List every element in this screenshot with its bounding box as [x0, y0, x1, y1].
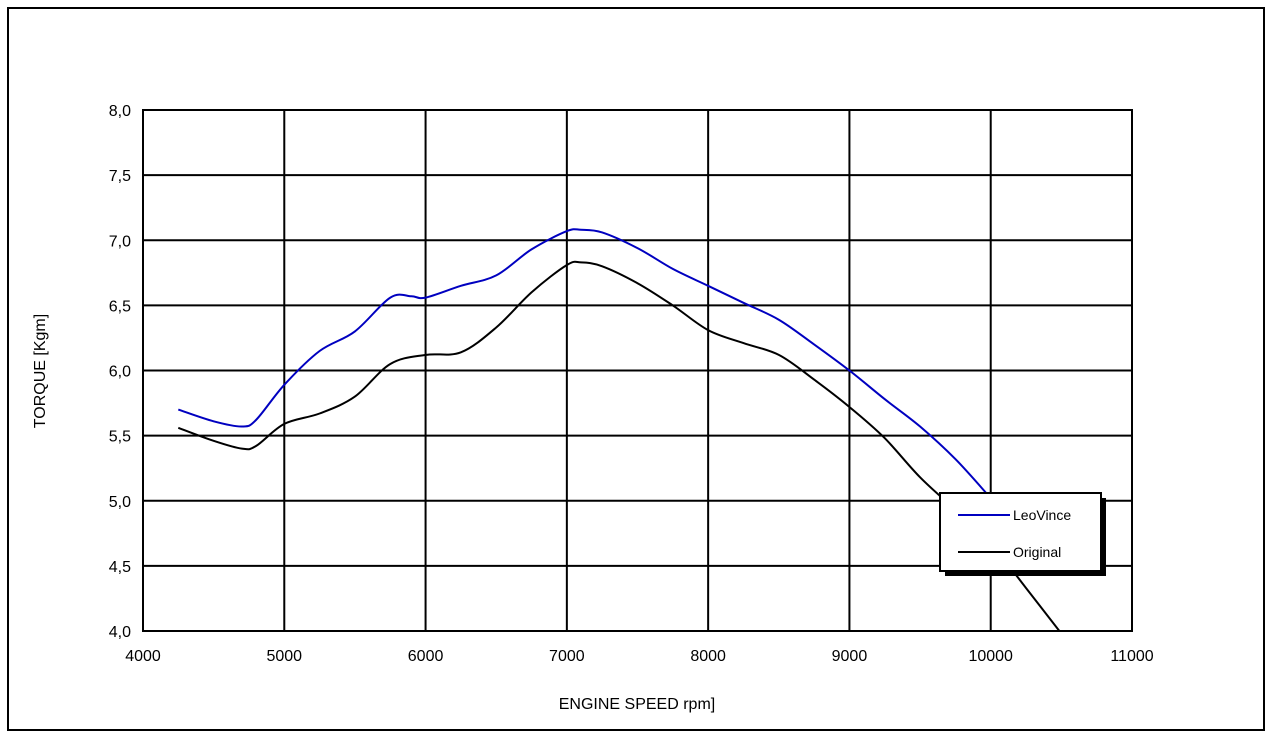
y-tick-labels: 4,0 4,5 5,0 5,5 6,0 6,5 7,0 7,5 8,0: [109, 103, 131, 641]
legend: LeoVince Original: [939, 492, 1106, 576]
y-tick-label: 7,0: [109, 233, 131, 250]
x-tick-label: 10000: [968, 648, 1013, 665]
series-line-original: [177, 260, 1061, 631]
y-tick-label: 6,5: [109, 298, 131, 315]
y-tick-label: 5,0: [109, 494, 131, 511]
x-tick-label: 11000: [1110, 648, 1153, 665]
series-layer: [177, 228, 1061, 631]
plot-border: [142, 109, 1133, 632]
y-tick-label: 4,5: [109, 559, 131, 576]
y-tick-label: 8,0: [109, 103, 131, 120]
x-tick-label: 4000: [125, 648, 161, 665]
legend-box: [939, 492, 1102, 572]
x-tick-labels: 4000 5000 6000 7000 8000 9000 10000 11000: [125, 648, 1154, 665]
x-tick-label: 5000: [266, 648, 302, 665]
legend-label-original: Original: [1013, 544, 1061, 560]
y-tick-label: 5,5: [109, 429, 131, 446]
x-axis-title: ENGINE SPEED rpm]: [559, 696, 715, 713]
x-tick-label: 7000: [549, 648, 585, 665]
grid: [142, 109, 1133, 632]
y-tick-label: 6,0: [109, 364, 131, 381]
y-axis-title: TORQUE [Kgm]: [32, 314, 49, 428]
legend-label-leovince: LeoVince: [1013, 507, 1071, 523]
y-tick-label: 4,0: [109, 624, 131, 641]
x-tick-label: 9000: [832, 648, 868, 665]
y-tick-label: 7,5: [109, 168, 131, 185]
series-line-leovince: [177, 228, 992, 499]
x-tick-label: 6000: [408, 648, 444, 665]
x-tick-label: 8000: [690, 648, 726, 665]
